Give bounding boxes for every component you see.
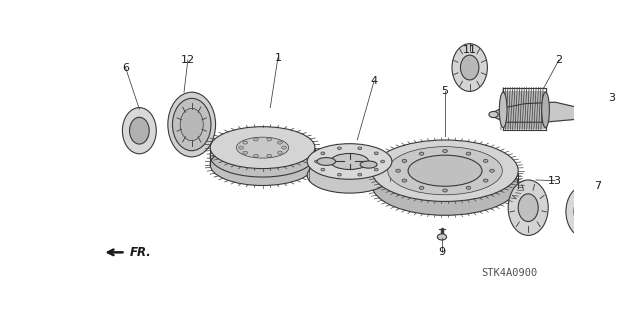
Ellipse shape [243,141,248,144]
Ellipse shape [321,168,324,171]
Ellipse shape [307,158,392,193]
Ellipse shape [452,44,488,92]
Ellipse shape [210,144,315,186]
Ellipse shape [508,180,548,235]
Ellipse shape [358,173,362,176]
Ellipse shape [489,111,498,118]
Polygon shape [503,92,545,128]
Text: 2: 2 [556,55,563,65]
Ellipse shape [466,186,471,189]
Text: 3: 3 [608,93,615,103]
Ellipse shape [129,117,149,144]
Polygon shape [493,102,586,122]
Ellipse shape [628,127,634,131]
Ellipse shape [634,112,639,116]
Ellipse shape [372,140,518,201]
Ellipse shape [566,185,604,238]
Text: 7: 7 [594,181,601,191]
Ellipse shape [460,55,479,80]
Ellipse shape [374,152,378,155]
Ellipse shape [236,137,289,158]
Ellipse shape [636,112,640,146]
Ellipse shape [618,197,640,241]
Ellipse shape [518,194,538,221]
Ellipse shape [307,144,392,179]
Ellipse shape [243,151,248,154]
Ellipse shape [419,152,424,155]
Ellipse shape [372,154,518,215]
Text: 5: 5 [442,85,449,96]
Ellipse shape [466,152,471,155]
Ellipse shape [381,160,385,163]
Ellipse shape [499,92,507,128]
Ellipse shape [620,92,640,166]
Ellipse shape [419,186,424,189]
Ellipse shape [483,179,488,182]
Ellipse shape [267,154,271,157]
Ellipse shape [437,234,447,240]
Ellipse shape [541,92,549,128]
Ellipse shape [253,154,258,157]
Text: 4: 4 [371,76,378,85]
Ellipse shape [172,98,211,151]
Ellipse shape [408,155,482,186]
Ellipse shape [180,108,204,141]
Ellipse shape [595,127,612,150]
Ellipse shape [278,151,282,154]
Ellipse shape [490,169,494,172]
Ellipse shape [267,138,271,141]
Ellipse shape [337,147,341,150]
Ellipse shape [402,179,406,182]
Text: FR.: FR. [130,246,152,259]
Text: 13: 13 [548,176,562,186]
Ellipse shape [321,152,324,155]
Ellipse shape [634,143,639,146]
Ellipse shape [388,147,502,195]
Text: 12: 12 [180,55,195,65]
Ellipse shape [402,159,406,162]
Ellipse shape [330,153,369,169]
Ellipse shape [483,159,488,162]
Text: 1: 1 [275,53,282,63]
Ellipse shape [168,92,216,157]
Ellipse shape [628,102,640,156]
Ellipse shape [360,161,377,168]
Ellipse shape [580,111,591,118]
Text: 11: 11 [463,45,477,55]
Ellipse shape [122,108,156,154]
Ellipse shape [443,189,447,192]
Ellipse shape [374,168,378,171]
Ellipse shape [253,138,258,141]
Ellipse shape [358,147,362,150]
Ellipse shape [239,146,243,149]
Text: 6: 6 [122,63,129,72]
Ellipse shape [337,173,341,176]
Ellipse shape [574,197,596,227]
Ellipse shape [315,160,319,163]
Ellipse shape [598,131,609,145]
Ellipse shape [622,203,640,235]
Ellipse shape [278,141,282,144]
Text: 9: 9 [438,247,445,257]
Text: STK4A0900: STK4A0900 [481,268,537,278]
Ellipse shape [317,158,335,165]
Ellipse shape [210,127,315,168]
Ellipse shape [282,146,286,149]
Ellipse shape [443,150,447,152]
Ellipse shape [396,169,401,172]
